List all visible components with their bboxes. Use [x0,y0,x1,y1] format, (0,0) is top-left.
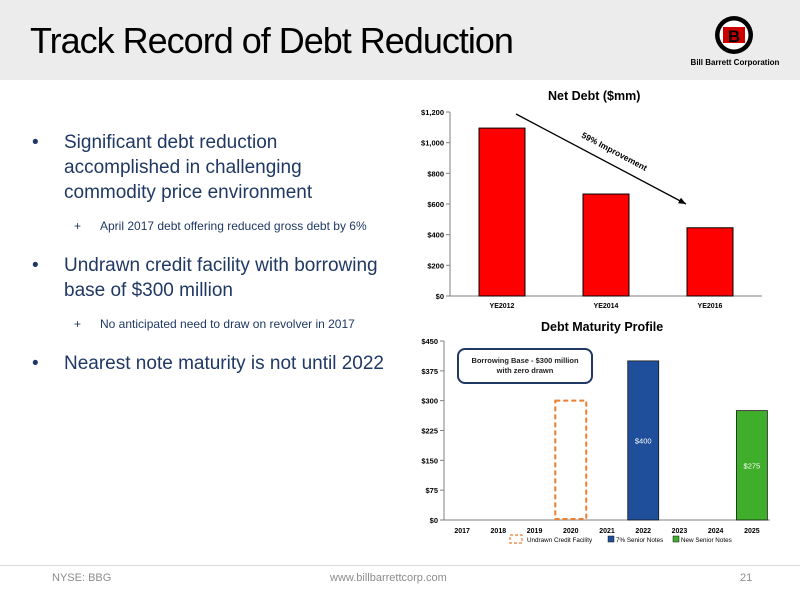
callout-line-2: with zero drawn [496,366,554,375]
arrowhead-icon [678,197,686,204]
y-tick-label: $375 [421,367,438,376]
y-tick-label: $600 [427,200,444,209]
bullet-item: • Significant debt reduction accomplishe… [28,130,388,205]
bullet-dot-icon: • [32,353,39,374]
x-tick-label: 2022 [635,528,651,535]
footer-divider [0,565,800,566]
logo-text: Bill Barrett Corporation [690,58,780,67]
x-tick-label: YE2012 [490,303,515,310]
y-tick-label: $200 [427,261,444,270]
logo-letter: B [728,27,740,46]
sub-bullet-item: + April 2017 debt offering reduced gross… [28,217,388,235]
bullet-dot-icon: • [32,132,39,153]
bullet-text: Undrawn credit facility with borrowing b… [64,255,378,301]
plus-icon: + [74,317,82,331]
legend-label: Undrawn Credit Facility [527,537,593,544]
company-logo: B Bill Barrett Corporation [680,14,790,70]
x-tick-label: YE2016 [698,303,723,310]
net-debt-chart-title: Net Debt ($mm) [548,89,641,103]
legend-label: New Senior Notes [681,537,732,544]
y-tick-label: $400 [427,231,444,240]
bullet-dot-icon: • [32,255,39,276]
legend-swatch [607,535,615,543]
y-tick-label: $0 [430,516,438,525]
footer-website: www.billbarrettcorp.com [330,572,447,584]
sub-bullet-text: April 2017 debt offering reduced gross d… [100,219,367,233]
y-tick-label: $300 [421,397,438,406]
slide-title: Track Record of Debt Reduction [30,20,514,61]
sub-bullet-item: + No anticipated need to draw on revolve… [28,315,388,333]
bullet-list: • Significant debt reduction accomplishe… [28,130,388,388]
bar-value-label: $400 [635,436,652,445]
bullet-text: Nearest note maturity is not until 2022 [64,353,385,374]
y-tick-label: $0 [436,292,444,301]
x-tick-label: 2024 [708,528,724,535]
x-tick-label: YE2014 [594,303,619,310]
x-tick-label: 2019 [527,528,543,535]
y-tick-label: $1,200 [421,108,444,117]
y-tick-label: $225 [421,427,438,436]
x-tick-label: 2021 [599,528,615,535]
x-tick-label: 2018 [491,528,507,535]
bar-value-label: $275 [744,461,761,470]
y-tick-label: $150 [421,456,438,465]
bar-2025 [735,410,768,521]
maturity-chart-title: Debt Maturity Profile [541,320,664,334]
y-tick-label: $800 [427,169,444,178]
bullet-item: • Undrawn credit facility with borrowing… [28,253,388,303]
x-tick-label: 2023 [672,528,688,535]
y-tick-label: $1,000 [421,139,444,148]
x-tick-label: 2025 [744,528,760,535]
legend-swatch-undrawn [509,534,523,544]
footer-page-number: 21 [740,572,753,584]
bar-ye2016 [686,227,734,297]
legend-swatch [672,535,680,543]
x-tick-label: 2017 [454,528,470,535]
borrowing-base-callout [457,348,593,384]
sub-bullet-text: No anticipated need to draw on revolver … [100,317,355,331]
trend-arrow-line [515,113,687,205]
bar-ye2012 [478,127,526,297]
y-tick-label: $75 [425,486,438,495]
bar-2022 [627,360,660,521]
net-debt-chart: $0 $200 $400 $600 $800 $1,000 $1,200 YE2012 YE20… [421,108,762,310]
plus-icon: + [74,219,82,233]
y-tick-label: $450 [421,337,438,346]
footer-ticker: NYSE: BBG [52,572,112,584]
bar-undrawn-credit-facility [554,399,588,520]
maturity-chart: $0 $75 $150 $225 $300 $375 $450 2017 2018 2019 202… [421,337,770,544]
bullet-item: • Nearest note maturity is not until 202… [28,351,388,376]
x-tick-label: 2020 [563,528,579,535]
header-band [0,0,800,80]
bar-ye2014 [582,193,630,297]
bullet-text: Significant debt reduction accomplished … [64,132,313,203]
callout-line-1: Borrowing Base - $300 million [471,356,579,365]
legend-label: 7% Senior Notes [616,537,663,544]
